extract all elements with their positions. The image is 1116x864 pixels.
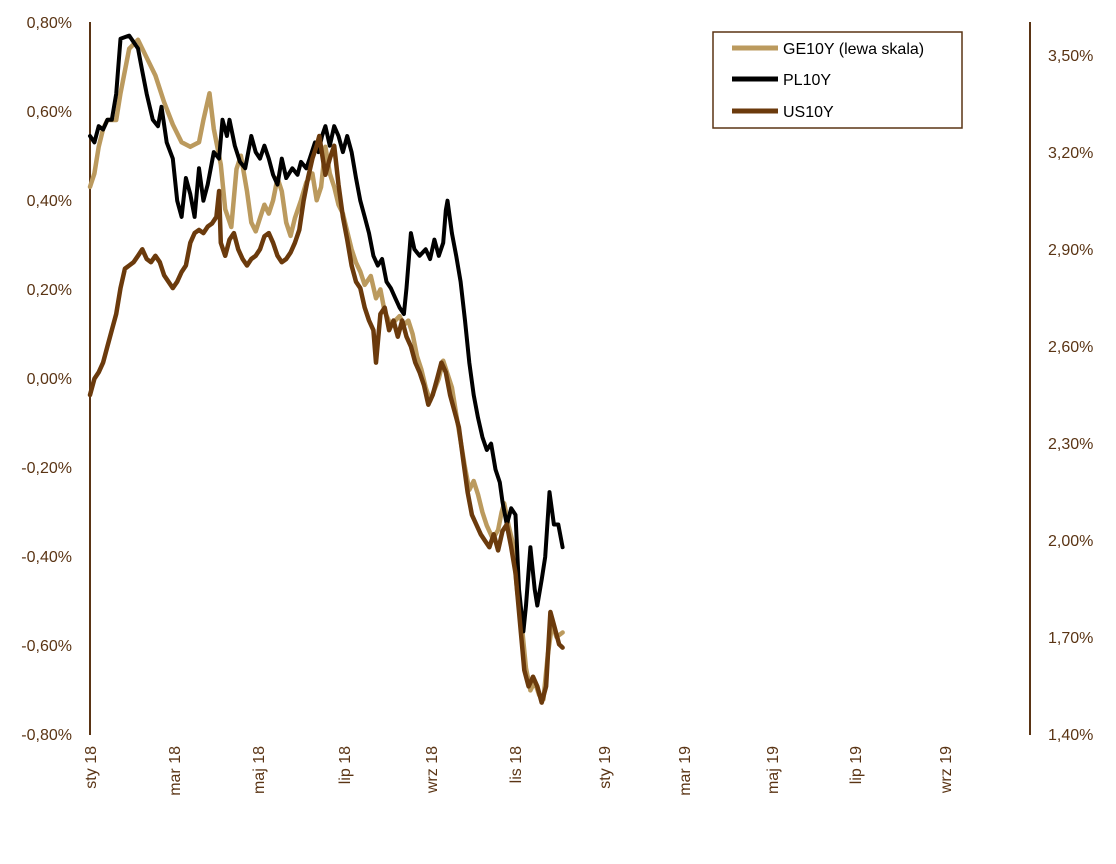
- left-tick-label: 0,80%: [27, 15, 72, 32]
- x-tick-label: lis 18: [508, 746, 525, 783]
- x-tick-label: wrz 18: [424, 746, 441, 794]
- right-tick-label: 2,00%: [1048, 533, 1093, 550]
- legend-label-us10y: US10Y: [783, 104, 834, 121]
- legend-label-pl10y: PL10Y: [783, 72, 831, 89]
- x-tick-label: sty 19: [597, 746, 614, 789]
- left-tick-label: -0,20%: [21, 460, 72, 477]
- x-tick-label: wrz 19: [938, 746, 955, 794]
- right-tick-label: 1,70%: [1048, 630, 1093, 647]
- left-tick-label: 0,20%: [27, 282, 72, 299]
- x-tick-label: maj 19: [765, 746, 782, 794]
- right-tick-label: 2,60%: [1048, 339, 1093, 356]
- left-tick-label: -0,40%: [21, 549, 72, 566]
- legend-label-ge10y: GE10Y (lewa skala): [783, 41, 924, 58]
- series-group: [87, 33, 565, 705]
- right-tick-label: 2,90%: [1048, 242, 1093, 259]
- left-axis-ticks: 0,80% 0,60% 0,40% 0,20% 0,00% -0,20% -0,…: [21, 15, 72, 744]
- right-tick-label: 2,30%: [1048, 436, 1093, 453]
- x-tick-label: lip 19: [848, 746, 865, 784]
- right-tick-label: 3,50%: [1048, 48, 1093, 65]
- x-tick-label: sty 18: [83, 746, 100, 789]
- x-tick-label: lip 18: [337, 746, 354, 784]
- x-tick-label: maj 18: [251, 746, 268, 794]
- x-tick-label: mar 19: [677, 746, 694, 796]
- right-tick-label: 3,20%: [1048, 145, 1093, 162]
- x-tick-label: mar 18: [167, 746, 184, 796]
- left-tick-label: -0,60%: [21, 638, 72, 655]
- right-axis-ticks: 3,50% 3,20% 2,90% 2,60% 2,30% 2,00% 1,70…: [1048, 48, 1093, 744]
- series-line-us10y: [87, 133, 565, 705]
- legend: GE10Y (lewa skala) PL10Y US10Y: [712, 31, 963, 129]
- left-tick-label: 0,00%: [27, 371, 72, 388]
- left-tick-label: -0,80%: [21, 727, 72, 744]
- left-tick-label: 0,60%: [27, 104, 72, 121]
- left-tick-label: 0,40%: [27, 193, 72, 210]
- right-tick-label: 1,40%: [1048, 727, 1093, 744]
- x-axis-ticks: sty 18 mar 18 maj 18 lip 18 wrz 18 lis 1…: [83, 746, 955, 796]
- series-line-pl10y: [88, 33, 565, 634]
